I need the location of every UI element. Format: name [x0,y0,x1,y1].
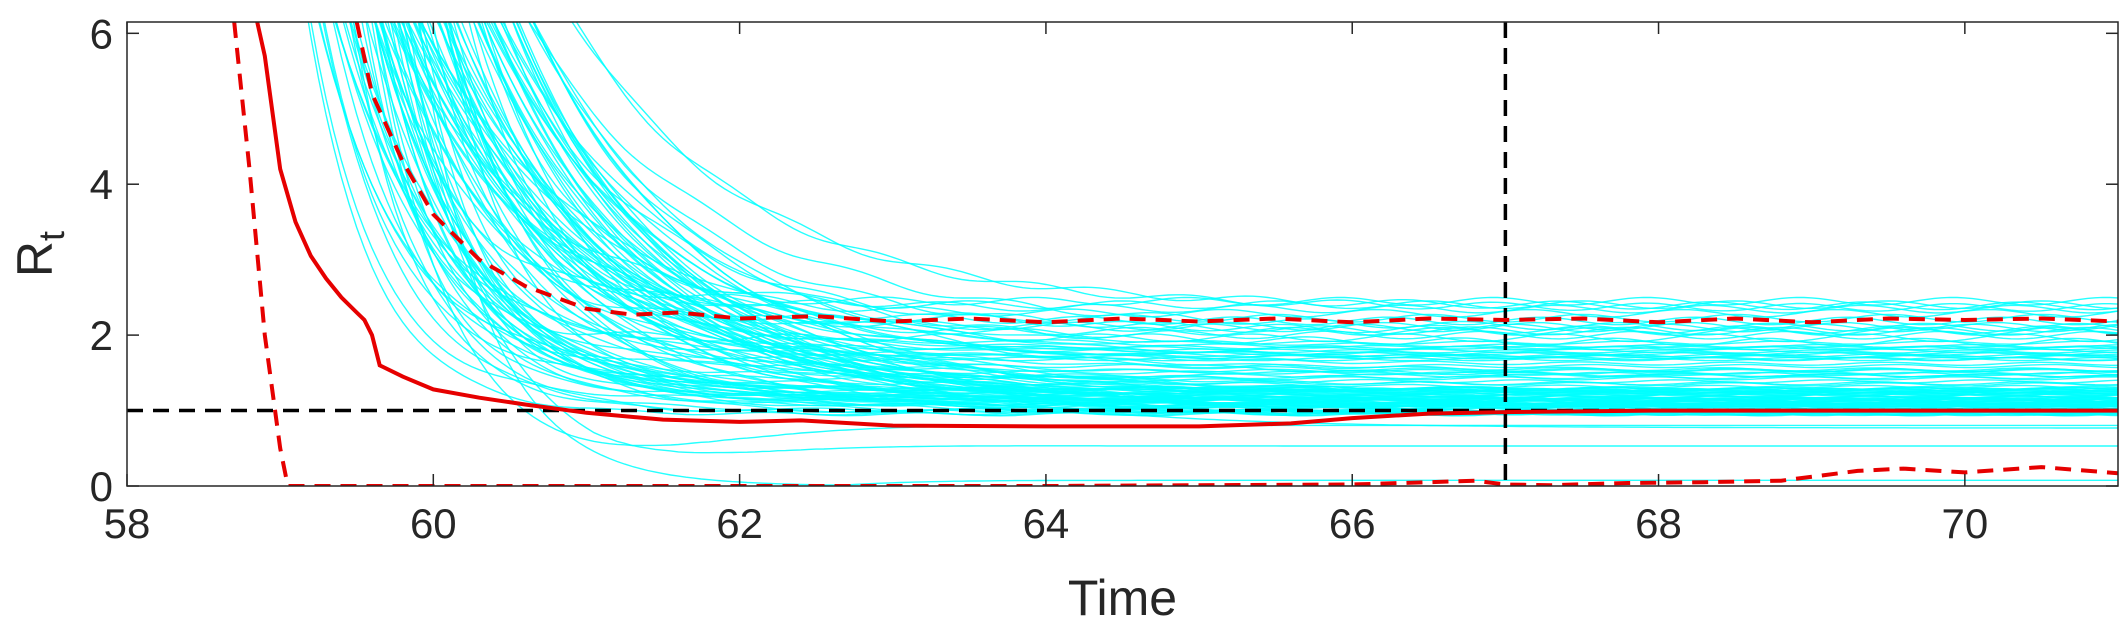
ensemble-line [438,22,2118,416]
ensemble-line [401,22,2118,397]
x-tick-label: 58 [104,500,151,547]
ensemble-line [334,22,2118,358]
y-tick-label: 4 [90,161,113,208]
ensemble-line [528,22,2118,332]
y-axis-label: Rt [7,231,72,277]
ensemble-line [487,22,2118,366]
lower-bound-line [232,22,2118,486]
y-axis-label-subscript: t [31,231,72,241]
ensemble-line [444,22,2118,310]
ensemble-line [449,22,2118,396]
ensemble-line [468,22,2118,345]
ensemble-line [374,22,2118,306]
ensemble-line [472,22,2118,406]
ensemble-line [413,22,2118,387]
ensemble-line [380,22,2118,395]
ensemble-line [502,22,2118,396]
ensemble-line [332,22,2118,386]
y-tick-label: 2 [90,312,113,359]
x-tick-label: 64 [1023,500,1070,547]
ensemble-line [478,22,2118,357]
ensemble-line [404,22,2118,326]
summary-series [232,22,2118,486]
ensemble-line [533,22,2118,336]
x-tick-label: 62 [716,500,763,547]
reference-lines [127,22,2118,486]
x-tick-label: 66 [1329,500,1376,547]
axes: 58 60 62 64 66 68 70 0 2 4 6 [90,10,2119,547]
ensemble-line [575,22,2118,312]
ensemble-line [391,22,2118,377]
ensemble-line [384,22,2118,350]
x-tick-label: 68 [1635,500,1682,547]
y-tick-label: 0 [90,463,113,510]
ensemble-line [407,22,2118,403]
ensemble-line [438,22,2118,415]
plot-frame [126,21,2119,487]
ensemble-line [378,22,2118,374]
ensemble-line [398,22,2118,454]
median-line [255,22,2118,429]
ensemble-line [452,22,2118,360]
ensemble-line [492,22,2118,335]
upper-bound-line [354,22,2118,325]
y-tick-label: 6 [90,10,113,57]
ensemble-line [480,22,2118,318]
ensemble-line [492,22,2118,429]
ensemble-line [323,22,2118,381]
x-axis-label: Time [1068,570,1177,625]
y-axis-label-main: R [7,241,63,277]
ensemble-line [318,22,2118,369]
ensemble-line [390,22,2118,362]
ensemble-line [483,22,2118,402]
x-tick-label: 60 [410,500,457,547]
ensemble-line [503,22,2118,354]
ensemble-line [335,22,2118,410]
ensemble-line [374,22,2118,375]
x-tick-label: 70 [1941,500,1988,547]
